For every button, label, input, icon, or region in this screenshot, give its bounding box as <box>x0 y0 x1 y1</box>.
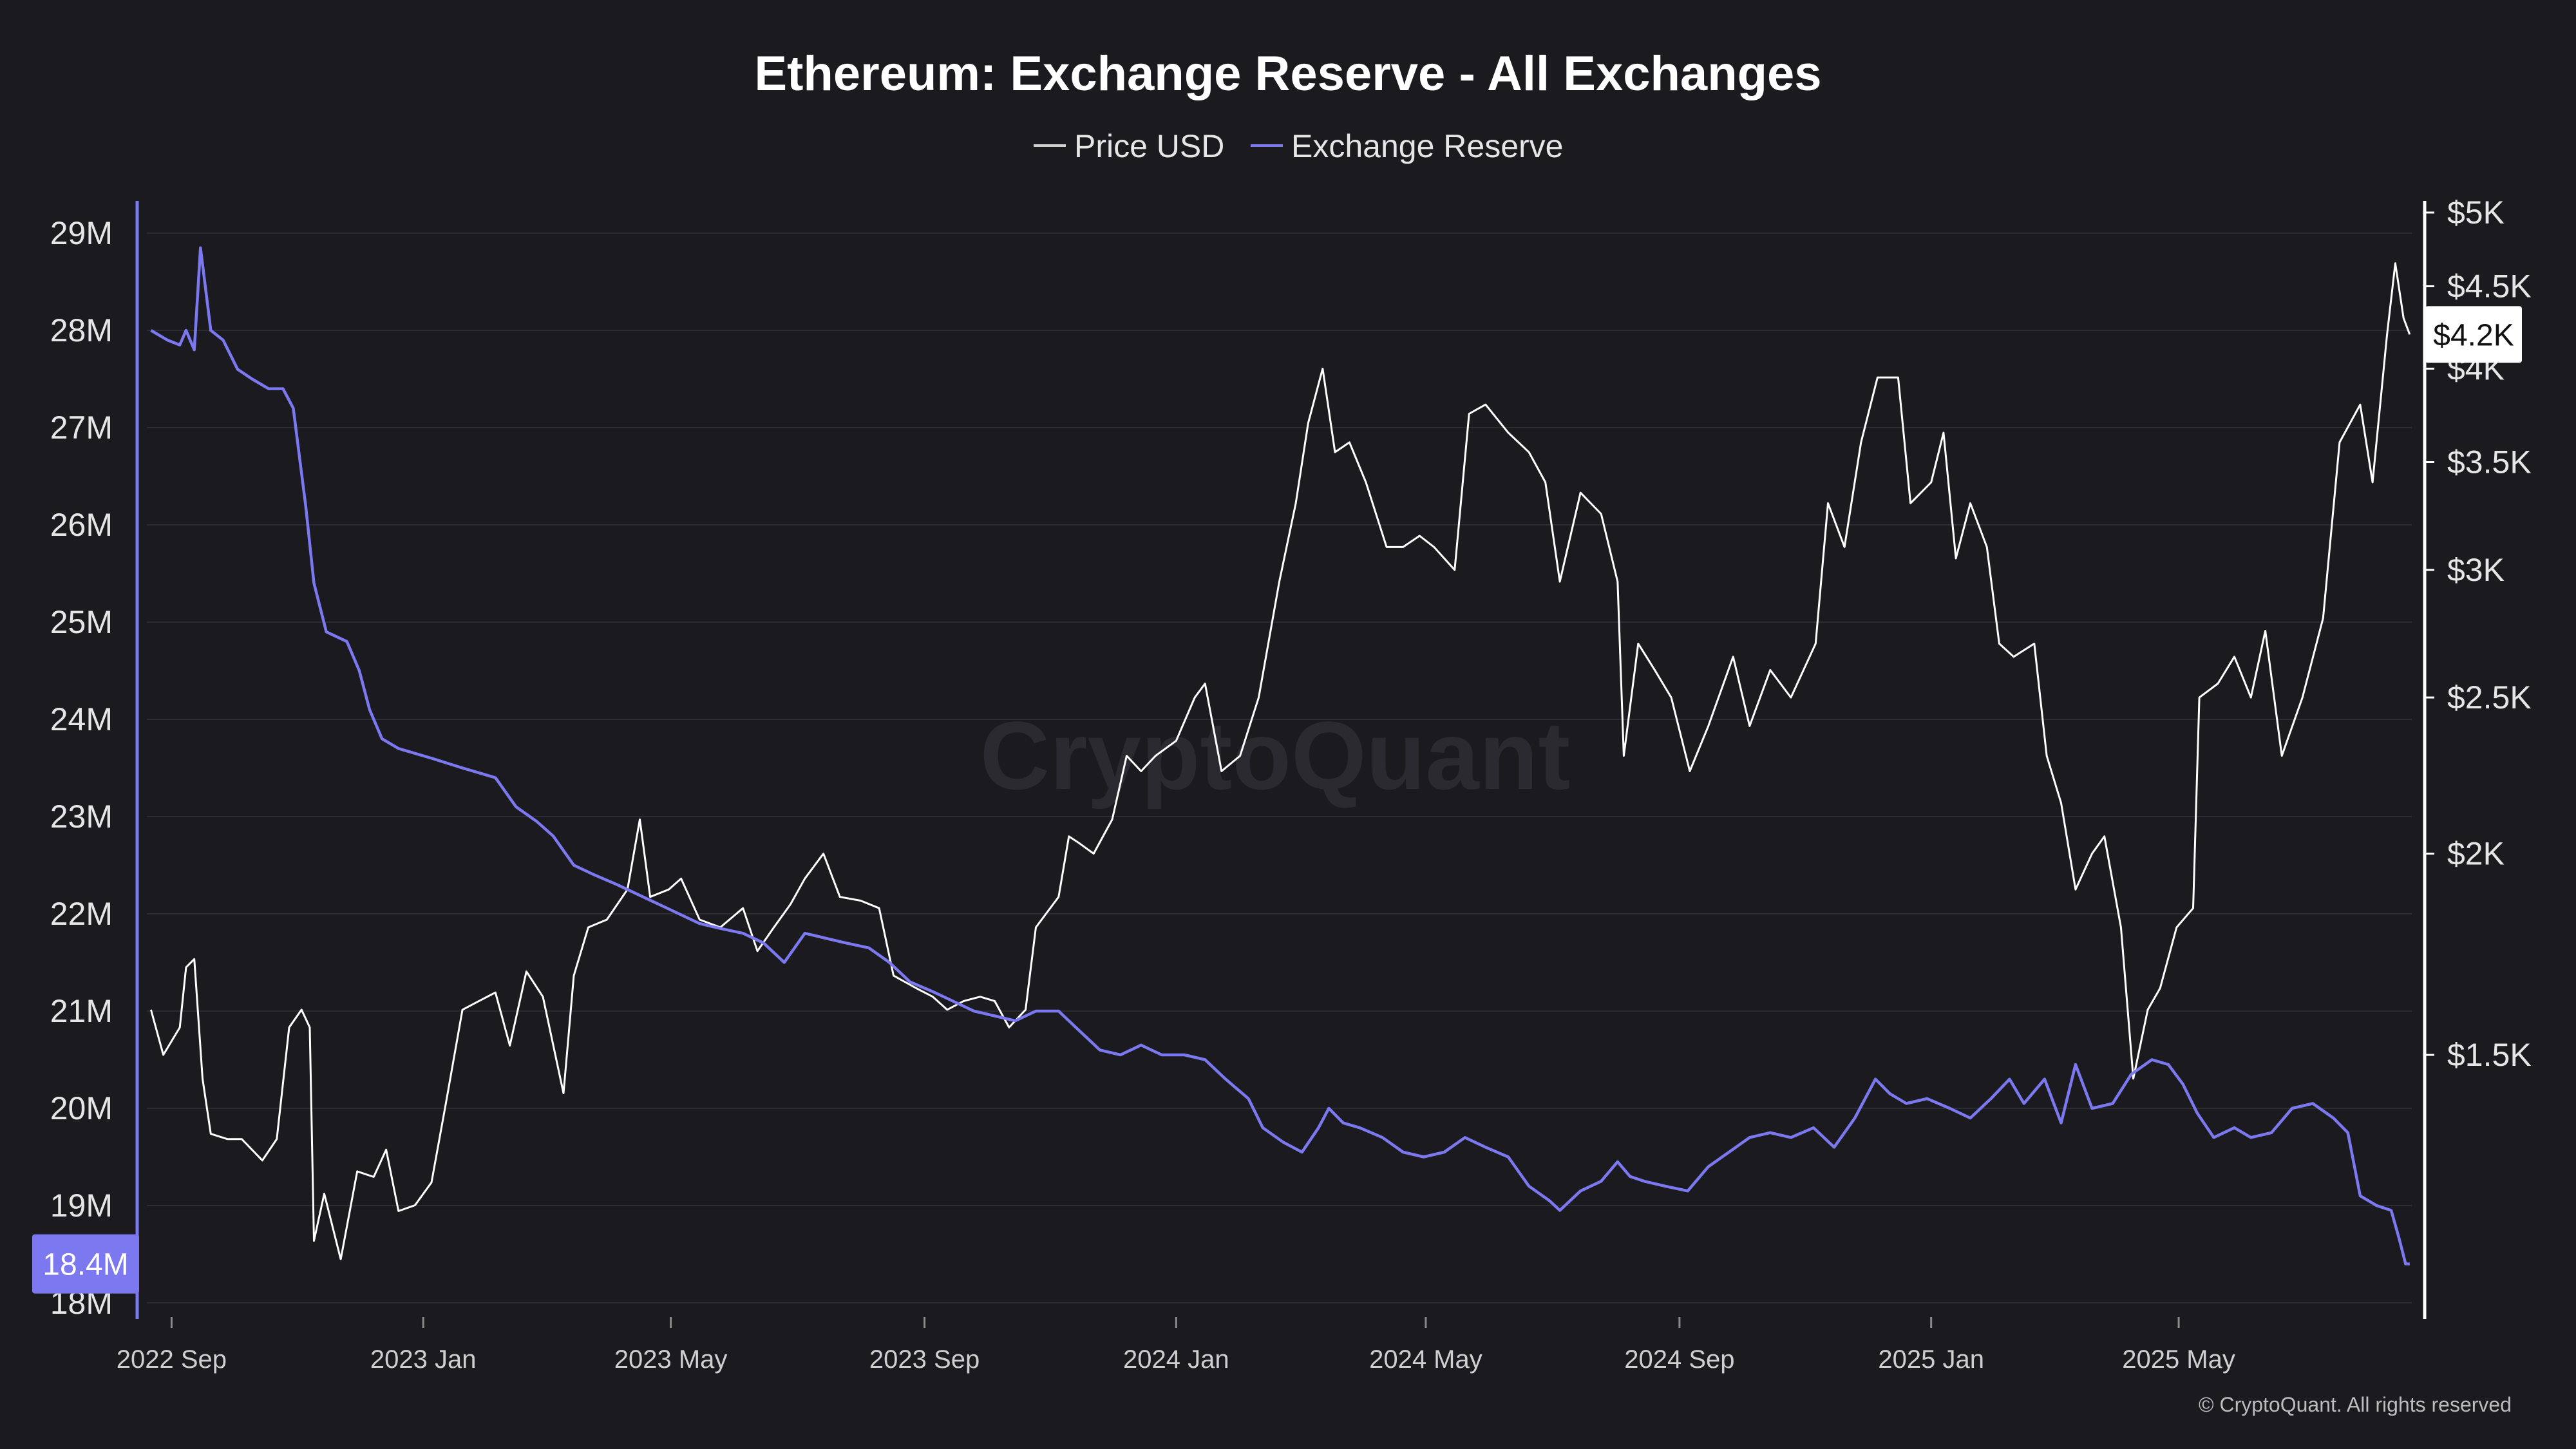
current-reserve-label: 18.4M <box>43 1248 128 1282</box>
left-tick-label: 22M <box>50 896 113 932</box>
left-tick-label: 25M <box>50 604 113 640</box>
right-axis-ticks: $1.5K$2K$2.5K$3K$3.5K$4K$4.5K$5K <box>2425 194 2532 1073</box>
plot-area[interactable] <box>149 246 2411 1265</box>
right-tick-label: $3.5K <box>2447 444 2532 480</box>
legend-item-exchange-reserve[interactable]: Exchange Reserve <box>1251 128 1563 164</box>
legend-label-price: Price USD <box>1074 128 1224 164</box>
x-axis-ticks: 2022 Sep 2023 Jan 2023 May 2023 Sep 2024 Jan… <box>117 1317 2235 1374</box>
legend-item-price[interactable]: Price USD <box>1034 128 1224 164</box>
x-tick-label: 2024 Sep <box>1624 1345 1734 1374</box>
legend: Price USD Exchange Reserve <box>1034 128 1563 164</box>
left-tick-label: 19M <box>50 1188 113 1224</box>
right-tick-label: $2K <box>2447 835 2505 871</box>
left-tick-label: 27M <box>50 410 113 446</box>
current-reserve-badge-box <box>32 1234 139 1294</box>
x-tick-label: 2025 Jan <box>1878 1345 1984 1374</box>
watermark: CryptoQuant <box>980 701 1571 810</box>
x-tick-label: 2024 Jan <box>1123 1345 1229 1374</box>
chart-title: Ethereum: Exchange Reserve - All Exchang… <box>754 46 1821 101</box>
left-tick-label: 29M <box>50 215 113 251</box>
right-tick-label: $2.5K <box>2447 679 2532 715</box>
right-tick-label: $4.5K <box>2447 268 2532 304</box>
left-tick-label: 20M <box>50 1090 113 1126</box>
current-reserve-badge: 18.4M <box>32 1234 139 1294</box>
copyright-text: © CryptoQuant. All rights reserved <box>2199 1393 2512 1416</box>
legend-label-exchange-reserve: Exchange Reserve <box>1291 128 1563 164</box>
right-tick-label: $5K <box>2447 194 2505 231</box>
right-tick-label: $1.5K <box>2447 1037 2532 1073</box>
left-tick-label: 28M <box>50 312 113 348</box>
right-tick-label: $3K <box>2447 552 2505 588</box>
left-tick-label: 24M <box>50 701 113 737</box>
x-tick-label: 2023 Sep <box>869 1345 980 1374</box>
current-price-badge-box <box>2425 306 2522 363</box>
series-line-price <box>149 262 2411 1260</box>
left-tick-label: 21M <box>50 993 113 1029</box>
x-tick-label: 2024 May <box>1369 1345 1482 1374</box>
x-tick-label: 2025 May <box>2122 1345 2235 1374</box>
gridlines <box>147 232 2412 1303</box>
current-price-badge: $4.2K <box>2425 306 2522 363</box>
current-price-label: $4.2K <box>2433 318 2514 352</box>
x-tick-label: 2022 Sep <box>117 1345 227 1374</box>
x-tick-label: 2023 Jan <box>370 1345 477 1374</box>
series-line-exchange-reserve <box>150 246 2410 1265</box>
left-tick-label: 23M <box>50 799 113 835</box>
x-tick-label: 2023 May <box>614 1345 728 1374</box>
left-tick-label: 26M <box>50 507 113 543</box>
